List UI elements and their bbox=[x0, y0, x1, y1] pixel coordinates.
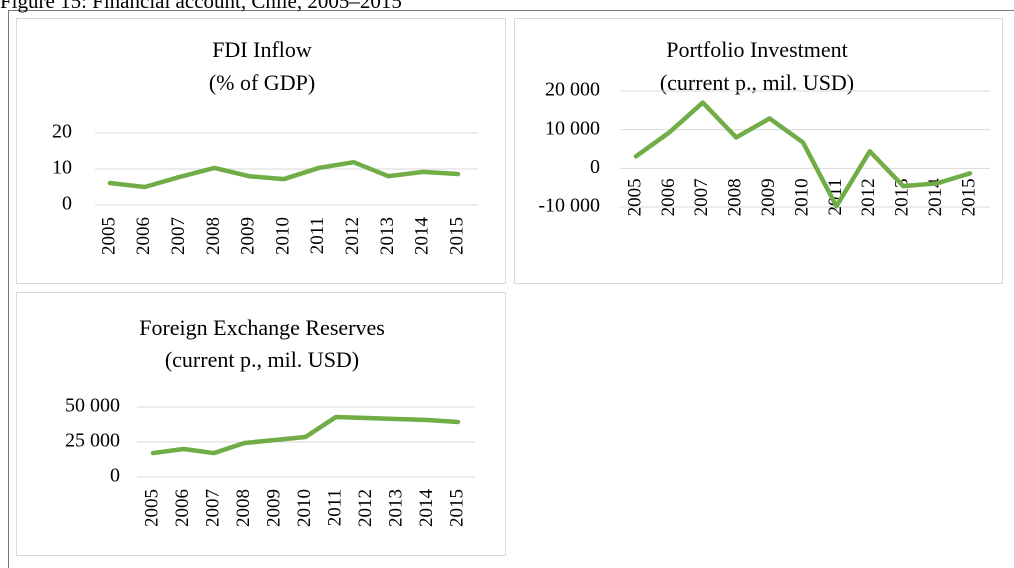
x-tick-label: 2008 bbox=[233, 489, 254, 527]
y-tick-label: 0 bbox=[590, 156, 600, 178]
x-tick-label: 2010 bbox=[294, 489, 315, 527]
x-tick-label: 2005 bbox=[141, 489, 162, 527]
x-tick-label: 2014 bbox=[925, 178, 946, 217]
figure-frame bbox=[8, 10, 1014, 568]
x-tick-label: 2014 bbox=[416, 489, 437, 528]
data-line bbox=[633, 100, 973, 209]
x-tick-label: 2009 bbox=[758, 178, 779, 216]
x-tick-label: 2012 bbox=[858, 178, 879, 216]
data-line bbox=[150, 414, 461, 456]
y-tick-label: -10 000 bbox=[538, 195, 600, 217]
x-tick-label: 2011 bbox=[825, 178, 846, 215]
x-tick-label: 2009 bbox=[238, 217, 259, 255]
chart-title: Foreign Exchange Reserves bbox=[139, 315, 385, 340]
figure-caption: Figure 15: Financial account, Chile, 200… bbox=[0, 0, 402, 13]
x-tick-label: 2015 bbox=[446, 217, 467, 255]
chart-subtitle: (% of GDP) bbox=[209, 70, 315, 95]
y-tick-label: 25 000 bbox=[65, 430, 120, 452]
panel bbox=[16, 292, 506, 556]
chart-title: Portfolio Investment bbox=[666, 37, 847, 62]
x-tick-label: 2006 bbox=[658, 178, 679, 216]
x-tick-label: 2012 bbox=[342, 217, 363, 255]
chart-title: FDI Inflow bbox=[212, 37, 312, 62]
chart-subtitle: (current p., mil. USD) bbox=[165, 347, 359, 372]
x-tick-label: 2012 bbox=[355, 489, 376, 527]
x-tick-label: 2010 bbox=[272, 217, 293, 255]
x-tick-label: 2013 bbox=[377, 217, 398, 255]
x-tick-label: 2010 bbox=[791, 178, 812, 216]
x-tick-label: 2008 bbox=[203, 217, 224, 255]
y-tick-label: 20 bbox=[52, 121, 72, 143]
y-tick-label: 10 bbox=[52, 157, 72, 179]
x-tick-label: 2006 bbox=[172, 489, 193, 527]
y-tick-label: 0 bbox=[62, 193, 72, 215]
panel bbox=[514, 18, 1003, 284]
data-line bbox=[107, 159, 461, 190]
x-tick-label: 2011 bbox=[324, 489, 345, 526]
y-tick-label: 0 bbox=[110, 465, 120, 487]
x-tick-label: 2007 bbox=[691, 178, 712, 216]
panel bbox=[16, 18, 506, 284]
x-tick-label: 2014 bbox=[412, 217, 433, 256]
x-tick-label: 2006 bbox=[133, 217, 154, 255]
x-tick-label: 2007 bbox=[202, 489, 223, 527]
x-tick-label: 2015 bbox=[446, 489, 467, 527]
x-tick-label: 2013 bbox=[385, 489, 406, 527]
x-tick-label: 2005 bbox=[98, 217, 119, 255]
y-tick-label: 10 000 bbox=[545, 117, 600, 139]
x-tick-label: 2011 bbox=[307, 217, 328, 254]
x-tick-label: 2007 bbox=[168, 217, 189, 255]
y-tick-label: 20 000 bbox=[545, 79, 600, 101]
y-tick-label: 50 000 bbox=[65, 395, 120, 417]
x-tick-label: 2009 bbox=[263, 489, 284, 527]
x-tick-label: 2015 bbox=[958, 178, 979, 216]
x-tick-label: 2008 bbox=[725, 178, 746, 216]
x-tick-label: 2005 bbox=[624, 178, 645, 216]
